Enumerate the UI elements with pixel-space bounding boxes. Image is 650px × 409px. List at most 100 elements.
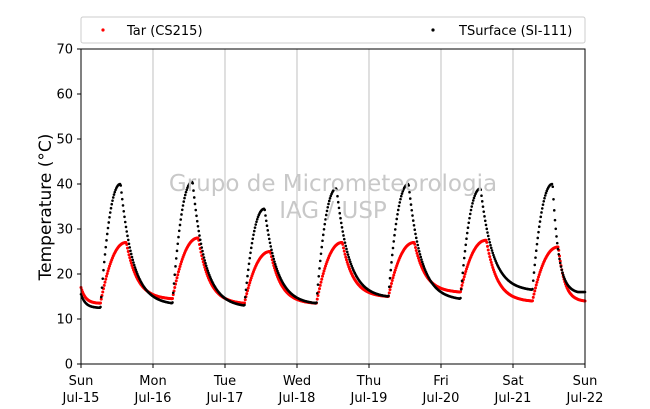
point-tsurface (349, 262, 353, 266)
point-tar (536, 278, 540, 282)
point-tsurface (245, 281, 249, 285)
point-tsurface (321, 233, 325, 237)
point-tar (248, 281, 252, 285)
point-tsurface (204, 264, 208, 268)
point-tsurface (271, 254, 275, 258)
point-tsurface (537, 225, 541, 228)
point-tsurface (483, 215, 486, 218)
point-tsurface (104, 245, 108, 249)
point-tsurface (393, 228, 397, 231)
point-tsurface (482, 210, 486, 213)
point-tsurface (110, 202, 114, 206)
point-tsurface (264, 219, 268, 223)
point-tar (531, 299, 534, 303)
point-tsurface (480, 194, 483, 198)
point-tar (345, 260, 349, 264)
point-tar (556, 245, 560, 249)
point-tsurface (134, 268, 138, 271)
point-tsurface (543, 196, 546, 200)
point-tsurface (414, 232, 417, 236)
point-tar (107, 266, 111, 270)
point-tar (344, 255, 348, 259)
point-tsurface (318, 259, 322, 263)
point-tsurface (173, 273, 177, 277)
point-tsurface (255, 217, 259, 221)
point-tsurface (275, 267, 279, 271)
point-tsurface (108, 215, 111, 219)
point-tsurface (533, 263, 537, 267)
point-tsurface (336, 200, 340, 204)
point-tsurface (421, 262, 425, 266)
point-tsurface (558, 261, 562, 265)
point-tsurface (112, 193, 116, 196)
point-tsurface (344, 244, 348, 248)
point-tar (387, 291, 391, 295)
point-tsurface (191, 181, 195, 185)
legend-label-tar: Tar (CS215) (126, 24, 203, 39)
point-tsurface (417, 250, 421, 253)
point-tsurface (342, 237, 346, 241)
point-tar (129, 258, 132, 262)
x-tick-label-day: Tue (213, 374, 236, 389)
point-tsurface (193, 202, 197, 206)
point-tsurface (254, 223, 258, 226)
point-tsurface (111, 199, 114, 202)
point-tar (106, 269, 110, 273)
point-tar (319, 280, 323, 284)
watermark-line-2: IAG / USP (279, 198, 387, 224)
point-tar (129, 261, 133, 265)
point-tsurface (317, 275, 321, 278)
point-tsurface (472, 196, 476, 200)
point-tsurface (174, 265, 177, 268)
point-tsurface (269, 245, 273, 248)
point-tar (490, 263, 494, 267)
point-tsurface (102, 260, 106, 264)
point-tar (196, 236, 200, 240)
point-tsurface (195, 219, 199, 223)
point-tar (322, 269, 326, 273)
point-tsurface (554, 227, 558, 231)
point-tar (342, 249, 346, 253)
point-tsurface (177, 229, 181, 233)
point-tsurface (194, 208, 198, 212)
point-tsurface (553, 218, 557, 222)
point-tsurface (327, 202, 330, 206)
point-tar (537, 273, 541, 277)
point-tsurface (318, 267, 321, 270)
point-tar (125, 242, 129, 246)
point-tsurface (480, 200, 484, 203)
point-tar (393, 268, 397, 272)
x-tick-label-day: Thu (356, 374, 381, 389)
point-tar (413, 242, 417, 246)
point-tar (393, 271, 396, 275)
point-tar (532, 292, 536, 296)
point-tar (388, 288, 392, 292)
point-tar (460, 283, 464, 287)
point-tar (179, 262, 183, 266)
point-tar (104, 277, 108, 281)
axes: 0 10 20 30 40 50 60 70 Sun Jul-15 Mon Jul-16 Tue Jul-… (56, 43, 603, 407)
point-tsurface (267, 233, 270, 237)
point-tsurface (419, 255, 423, 259)
point-tsurface (485, 227, 489, 231)
point-tar (103, 280, 107, 284)
point-tsurface (459, 296, 462, 300)
y-tick-label: 50 (56, 133, 73, 148)
point-tar (491, 265, 495, 269)
point-tar (534, 283, 538, 287)
point-tsurface (249, 246, 253, 250)
point-tsurface (411, 219, 415, 222)
point-tsurface (390, 253, 394, 257)
point-tsurface (337, 206, 341, 210)
point-tsurface (123, 220, 127, 224)
point-tar (558, 259, 562, 263)
point-tar (462, 275, 466, 279)
point-tsurface (322, 228, 326, 231)
point-tsurface (270, 251, 274, 255)
point-tar (249, 278, 252, 282)
x-tick-label-date: Jul-15 (62, 391, 100, 406)
x-tick-label-date: Jul-22 (566, 391, 604, 406)
point-tar (534, 286, 537, 290)
point-tsurface (420, 260, 424, 264)
point-tsurface (198, 238, 202, 242)
